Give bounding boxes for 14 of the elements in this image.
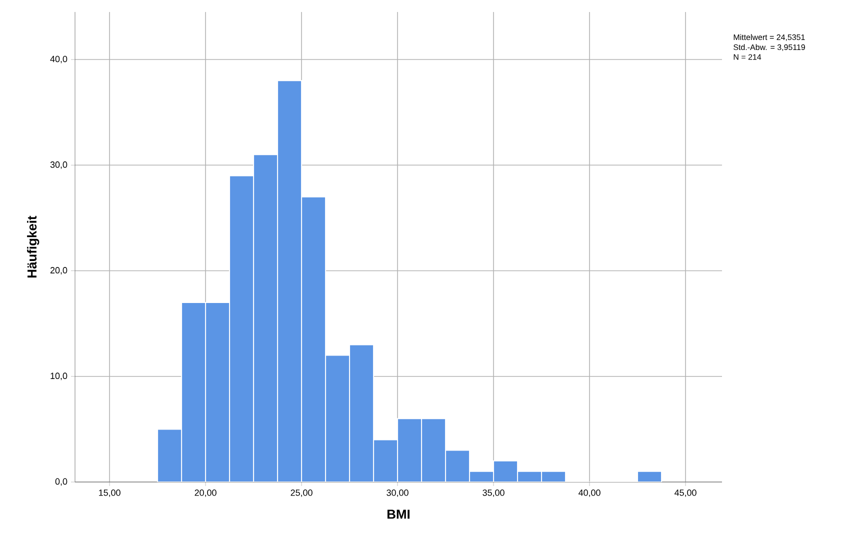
y-tick-label: 40,0 <box>50 56 68 64</box>
x-tick-label: 45,00 <box>674 490 696 497</box>
y-tick-label: 0,0 <box>55 478 68 486</box>
y-tick-label: 30,0 <box>50 161 68 169</box>
x-tick-label: 20,00 <box>194 490 216 497</box>
x-tick-label: 30,00 <box>386 490 408 497</box>
x-tick-label: 25,00 <box>290 490 312 497</box>
x-axis-title: BMI <box>387 510 410 519</box>
x-tick-label: 35,00 <box>482 490 504 497</box>
x-tick-label: 40,00 <box>578 490 600 497</box>
y-tick-label: 20,0 <box>50 267 68 274</box>
y-tick-label: 10,0 <box>50 372 68 380</box>
y-axis-title: Häufigkeit <box>27 216 40 278</box>
x-tick-label: 15,00 <box>99 490 120 497</box>
